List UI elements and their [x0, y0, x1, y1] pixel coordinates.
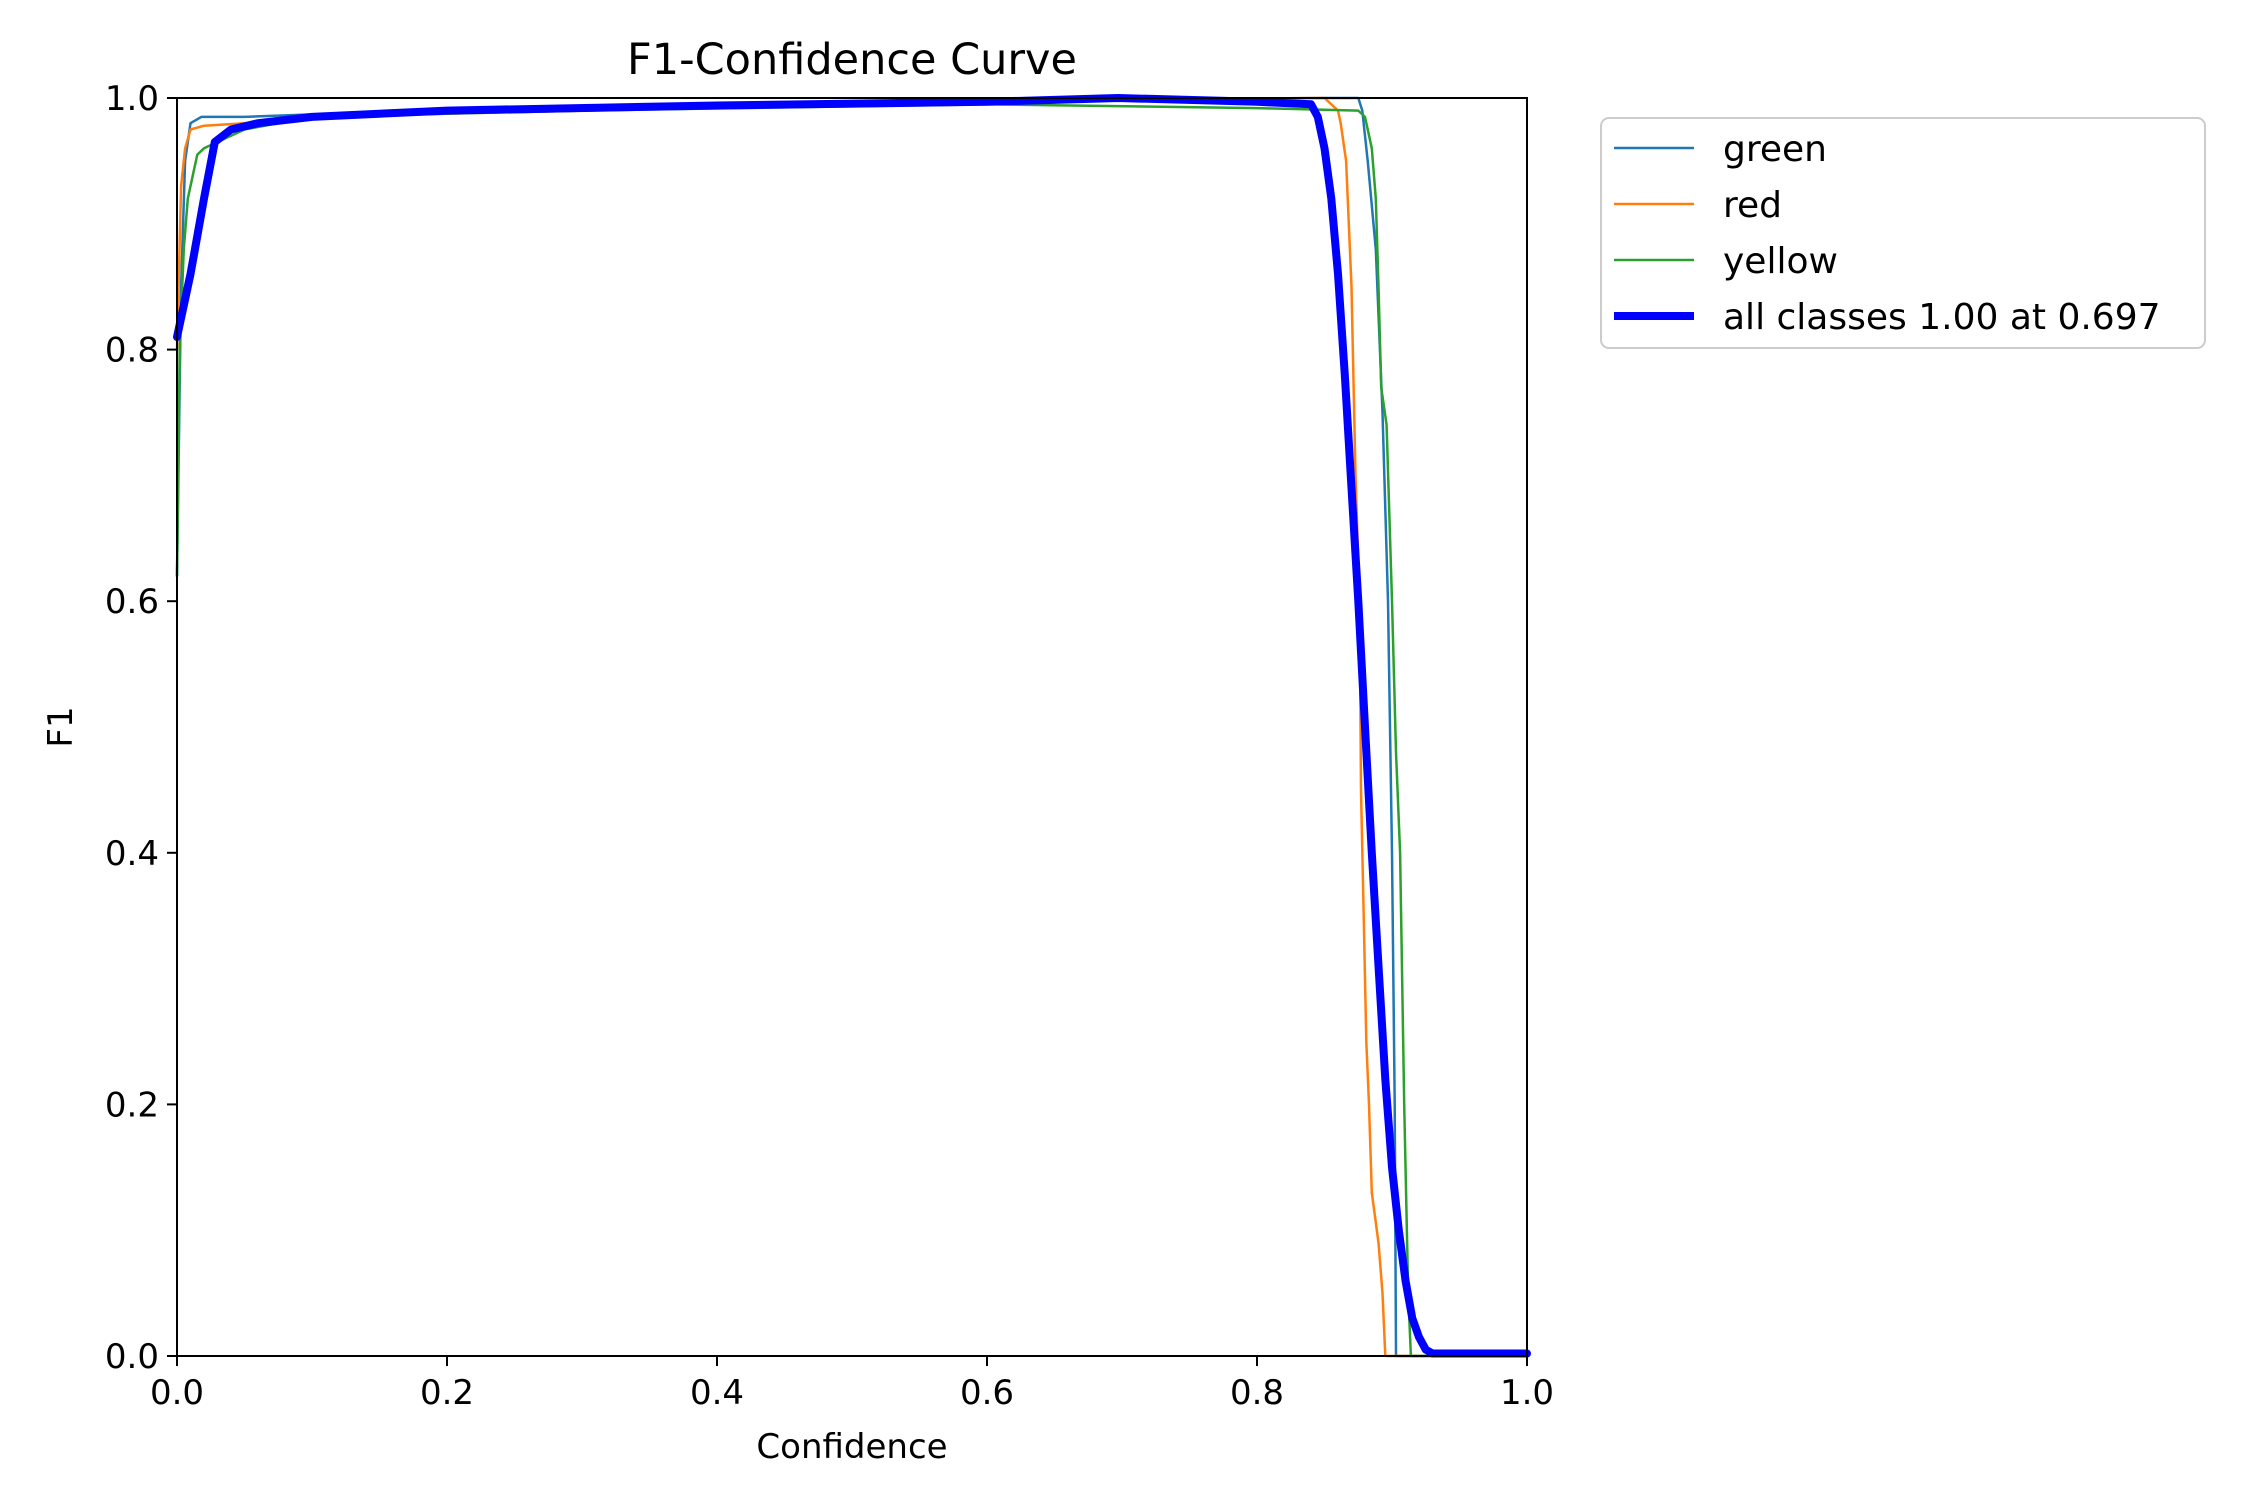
- legend-box: [1600, 117, 2206, 349]
- x-tick-label: 0.6: [960, 1373, 1014, 1413]
- legend: green red yellow all classes 1.00 at 0.697: [1600, 117, 2206, 349]
- y-axis-ticks: 0.0 0.2 0.4 0.6 0.8 1.0: [105, 79, 177, 1377]
- y-tick-label: 0.6: [105, 582, 159, 622]
- x-tick-label: 0.0: [150, 1373, 204, 1413]
- x-axis-label: Confidence: [756, 1427, 947, 1467]
- y-tick-label: 0.0: [105, 1337, 159, 1377]
- legend-label-1: red: [1723, 185, 1782, 226]
- legend-label-3: all classes 1.00 at 0.697: [1723, 297, 2161, 338]
- legend-label-2: yellow: [1723, 241, 1838, 282]
- y-tick-label: 0.4: [105, 834, 159, 874]
- plot-lines: [173, 94, 1531, 1358]
- series-line-1: [175, 96, 1529, 1358]
- plot-frame: [176, 97, 1528, 1357]
- y-axis-label: F1: [41, 706, 81, 747]
- x-tick-label: 0.8: [1230, 1373, 1284, 1413]
- x-tick-label: 0.4: [690, 1373, 744, 1413]
- series-line-3: [173, 94, 1531, 1358]
- y-tick-label: 0.2: [105, 1085, 159, 1125]
- chart-title: F1-Confidence Curve: [627, 35, 1077, 85]
- x-tick-label: 1.0: [1500, 1373, 1554, 1413]
- y-tick-label: 1.0: [105, 79, 159, 119]
- legend-label-0: green: [1723, 129, 1827, 170]
- x-tick-label: 0.2: [420, 1373, 474, 1413]
- series-line-2: [175, 103, 1529, 1358]
- x-axis-ticks: 0.0 0.2 0.4 0.6 0.8 1.0: [150, 1356, 1554, 1413]
- y-tick-label: 0.8: [105, 331, 159, 371]
